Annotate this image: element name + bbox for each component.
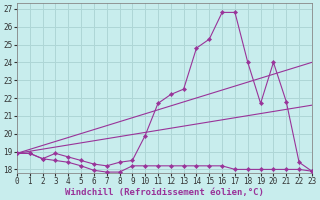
X-axis label: Windchill (Refroidissement éolien,°C): Windchill (Refroidissement éolien,°C) (65, 188, 264, 197)
